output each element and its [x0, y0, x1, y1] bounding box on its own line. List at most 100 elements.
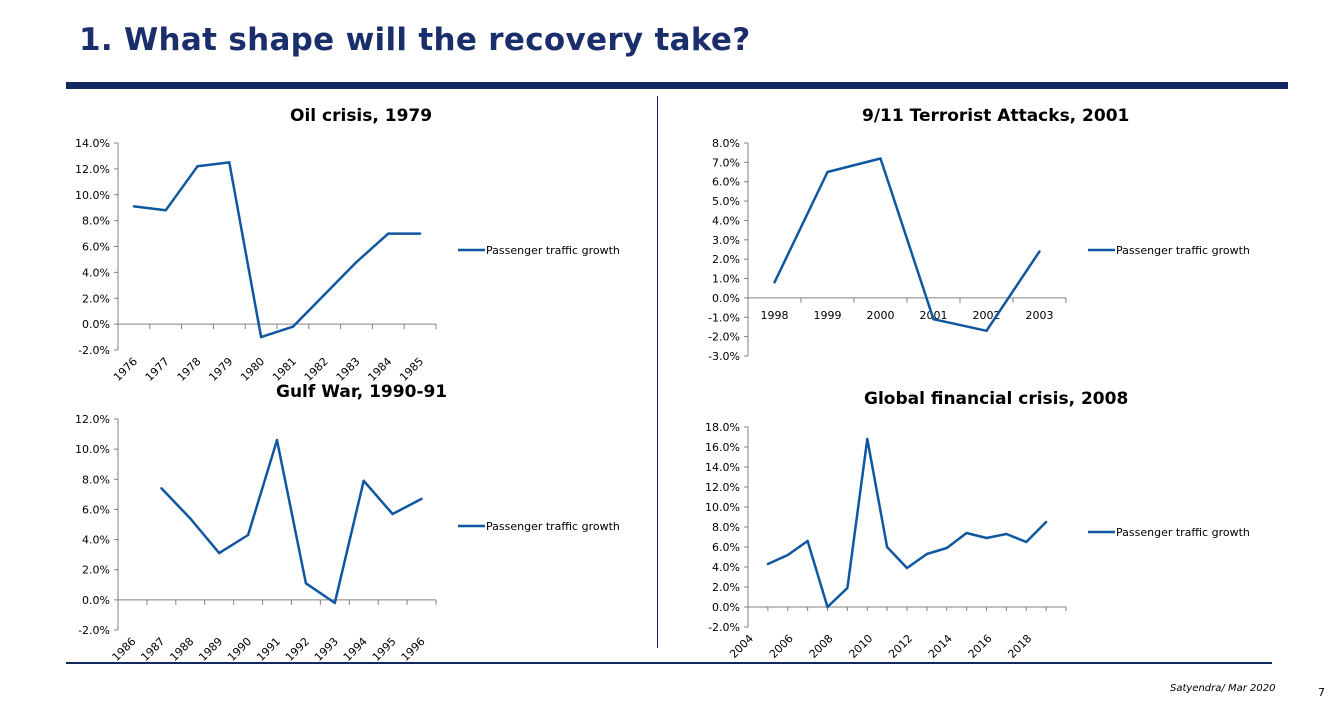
y-tick-label: 8.0%	[712, 521, 740, 534]
data-point	[333, 601, 337, 605]
x-tick-label: 1996	[399, 635, 428, 664]
series-line-passenger-traffic-growth	[160, 438, 423, 605]
data-point	[945, 546, 948, 550]
data-point	[1005, 532, 1008, 536]
bottom-rule	[66, 662, 1272, 664]
x-tick-label: 1994	[341, 635, 370, 664]
y-tick-label: 8.0%	[82, 215, 110, 228]
y-tick-label: 8.0%	[712, 137, 740, 150]
vertical-divider	[657, 96, 658, 648]
y-tick-label: -2.0%	[708, 621, 740, 634]
slide-title: 1. What shape will the recovery take?	[79, 22, 751, 58]
y-tick-label: 6.0%	[712, 176, 740, 189]
x-tick-label: 1990	[225, 635, 254, 664]
x-tick-label: 1984	[365, 355, 394, 384]
y-tick-label: -2.0%	[708, 331, 740, 344]
y-tick-label: 14.0%	[75, 137, 110, 150]
data-point	[925, 552, 929, 556]
data-point	[304, 582, 308, 585]
legend-label: Passenger traffic growth	[486, 520, 620, 533]
y-tick-label: 10.0%	[705, 501, 740, 514]
chart-title-financial-crisis: Global financial crisis, 2008	[864, 389, 1129, 409]
x-tick-label: 1999	[814, 309, 842, 322]
data-point	[932, 318, 935, 321]
data-point	[189, 517, 192, 520]
data-point	[275, 438, 279, 442]
x-tick-label: 2006	[767, 632, 796, 661]
x-tick-label: 2016	[966, 632, 995, 661]
legend-label: Passenger traffic growth	[486, 244, 620, 257]
data-point	[164, 209, 167, 212]
data-point	[985, 329, 988, 333]
x-tick-label: 2003	[1026, 309, 1054, 322]
x-tick-label: 1978	[175, 355, 204, 384]
data-point	[160, 487, 163, 490]
y-tick-label: -2.0%	[78, 344, 110, 357]
y-tick-label: 0.0%	[82, 594, 110, 607]
data-point	[985, 536, 988, 540]
footer-credit: Satyendra/ Mar 2020	[1170, 683, 1276, 694]
x-tick-label: 1982	[302, 355, 331, 384]
series-line-passenger-traffic-growth	[133, 161, 421, 339]
data-point	[387, 232, 390, 235]
y-tick-label: 12.0%	[75, 413, 110, 426]
x-tick-label: 1983	[334, 355, 363, 384]
x-tick-label: 2010	[846, 632, 875, 661]
data-point	[246, 533, 250, 537]
data-point	[766, 562, 770, 566]
y-tick-label: 18.0%	[705, 421, 740, 434]
y-tick-label: 0.0%	[712, 601, 740, 614]
x-tick-label: 1989	[196, 635, 225, 664]
x-tick-label: 2012	[886, 632, 915, 661]
x-tick-label: 1985	[397, 355, 426, 384]
data-point	[1025, 540, 1028, 544]
y-tick-label: 1.0%	[712, 273, 740, 286]
data-point	[879, 157, 882, 160]
x-tick-label: 1977	[143, 355, 172, 384]
x-tick-label: 1980	[238, 355, 267, 384]
data-point	[866, 437, 869, 441]
title-rule	[66, 82, 1288, 89]
data-point	[391, 512, 394, 516]
x-tick-label: 1991	[254, 635, 283, 664]
y-tick-label: 14.0%	[705, 461, 740, 474]
data-point	[846, 586, 849, 590]
y-tick-label: 16.0%	[705, 441, 740, 454]
chart-title-gulf-war: Gulf War, 1990-91	[276, 382, 448, 402]
y-tick-label: 2.0%	[712, 253, 740, 266]
x-tick-label: 2018	[1005, 632, 1034, 661]
data-point	[259, 335, 263, 339]
y-tick-label: 10.0%	[75, 443, 110, 456]
y-tick-label: 12.0%	[705, 481, 740, 494]
data-point	[773, 281, 776, 284]
y-tick-label: 2.0%	[82, 564, 110, 577]
y-tick-label: 0.0%	[712, 292, 740, 305]
y-tick-label: 6.0%	[82, 241, 110, 254]
x-tick-label: 1976	[111, 355, 140, 384]
data-point	[132, 205, 136, 208]
y-tick-label: 3.0%	[712, 234, 740, 247]
data-point	[217, 551, 221, 555]
y-tick-label: 6.0%	[82, 503, 110, 516]
y-tick-label: 7.0%	[712, 156, 740, 169]
y-tick-label: 4.0%	[712, 214, 740, 227]
x-tick-label: 2000	[867, 309, 895, 322]
y-tick-label: -1.0%	[708, 311, 740, 324]
data-point	[806, 539, 809, 543]
x-tick-label: 1987	[138, 635, 167, 664]
legend-label: Passenger traffic growth	[1116, 526, 1250, 539]
x-tick-label: 1998	[761, 309, 789, 322]
chart-title-911: 9/11 Terrorist Attacks, 2001	[862, 106, 1130, 126]
y-tick-label: 10.0%	[75, 189, 110, 202]
x-tick-label: 2014	[926, 632, 955, 661]
data-point	[228, 161, 231, 164]
x-tick-label: 2008	[807, 632, 836, 661]
data-point	[1038, 250, 1041, 253]
page-number: 7	[1318, 686, 1325, 699]
y-tick-label: 5.0%	[712, 195, 740, 208]
data-point	[196, 165, 199, 168]
y-tick-label: 8.0%	[82, 473, 110, 486]
y-tick-label: -3.0%	[708, 350, 740, 363]
series-line-passenger-traffic-growth	[773, 157, 1041, 333]
